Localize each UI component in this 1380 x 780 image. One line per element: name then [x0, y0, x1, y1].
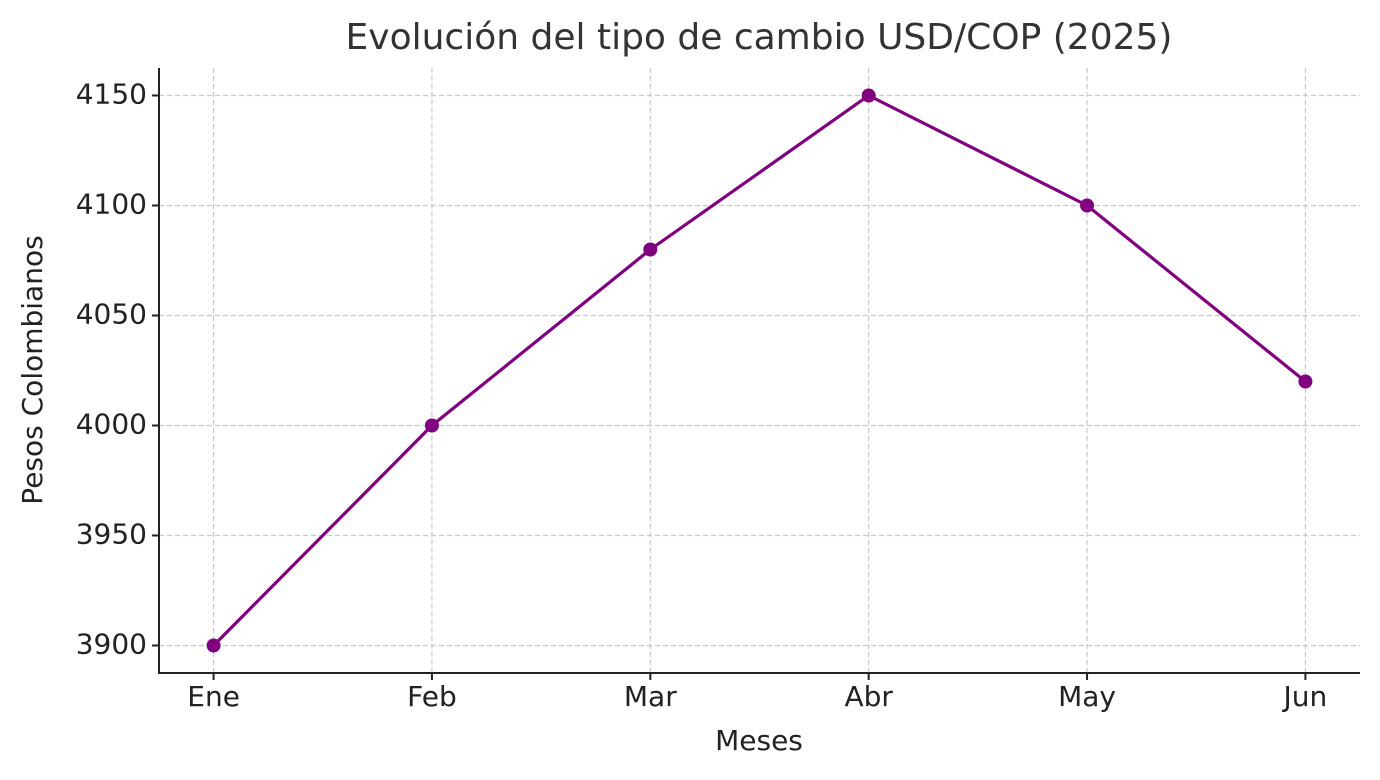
x-axis-label: Meses — [715, 724, 803, 757]
data-point — [424, 418, 439, 433]
x-tick-label: Abr — [844, 680, 893, 713]
y-axis-label: Pesos Colombianos — [16, 235, 49, 504]
x-tick-label: Feb — [407, 680, 457, 713]
x-tick-label: May — [1058, 680, 1116, 713]
x-tick-label: Mar — [624, 680, 677, 713]
data-line — [212, 93, 1307, 647]
data-point — [206, 638, 221, 653]
y-tick-label: 4050 — [76, 298, 147, 331]
data-point — [643, 242, 658, 257]
y-tick-label: 3900 — [76, 628, 147, 661]
y-tick-label: 4000 — [76, 408, 147, 441]
x-tick-label: Jun — [1282, 680, 1328, 713]
data-point — [1298, 374, 1313, 389]
chart-title: Evolución del tipo de cambio USD/COP (20… — [346, 17, 1173, 58]
y-tick-label: 4150 — [76, 78, 147, 111]
data-point — [861, 88, 876, 103]
data-point — [1080, 198, 1095, 213]
x-tick-label: Ene — [187, 680, 240, 713]
y-tick-label: 4100 — [76, 188, 147, 221]
y-tick-label: 3950 — [76, 518, 147, 551]
